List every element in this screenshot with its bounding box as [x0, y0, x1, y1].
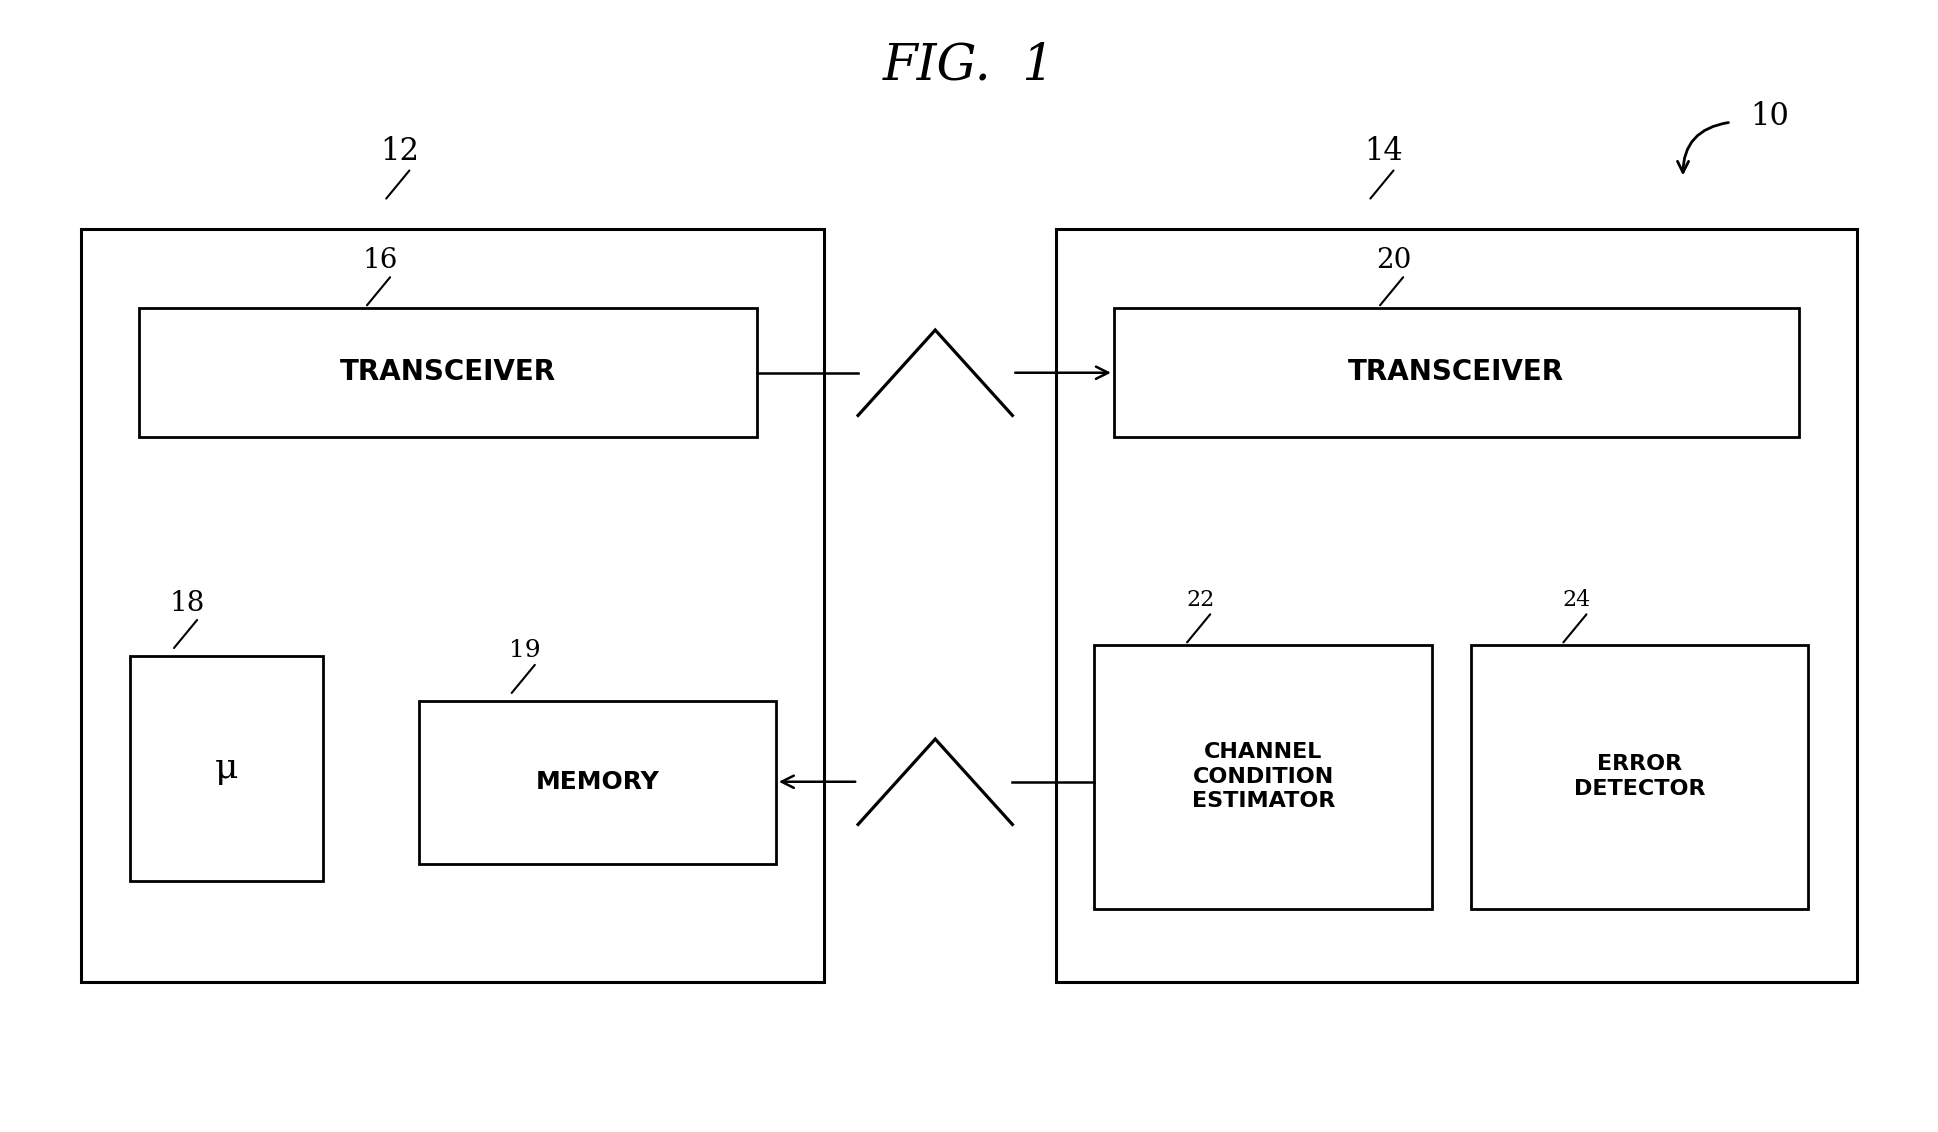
- Text: FIG.  1: FIG. 1: [884, 41, 1054, 91]
- Text: 22: 22: [1186, 589, 1215, 611]
- Text: 24: 24: [1562, 589, 1591, 611]
- Text: 12: 12: [380, 136, 419, 168]
- Text: μ: μ: [215, 752, 238, 786]
- Bar: [1471, 644, 1808, 909]
- Bar: [1095, 644, 1432, 909]
- Bar: [140, 308, 756, 437]
- Text: ERROR
DETECTOR: ERROR DETECTOR: [1574, 754, 1705, 799]
- Text: 18: 18: [171, 590, 205, 617]
- Bar: [81, 229, 824, 981]
- Text: MEMORY: MEMORY: [535, 770, 659, 795]
- Bar: [1114, 308, 1798, 437]
- Text: 10: 10: [1750, 101, 1789, 132]
- Bar: [1056, 229, 1857, 981]
- Text: TRANSCEIVER: TRANSCEIVER: [1349, 358, 1564, 386]
- Text: TRANSCEIVER: TRANSCEIVER: [339, 358, 556, 386]
- Text: 20: 20: [1376, 247, 1411, 274]
- Text: 16: 16: [362, 247, 397, 274]
- Text: CHANNEL
CONDITION
ESTIMATOR: CHANNEL CONDITION ESTIMATOR: [1192, 741, 1335, 812]
- Text: 19: 19: [510, 638, 541, 661]
- Bar: [130, 655, 322, 881]
- Text: 14: 14: [1364, 136, 1403, 168]
- Bar: [419, 701, 775, 864]
